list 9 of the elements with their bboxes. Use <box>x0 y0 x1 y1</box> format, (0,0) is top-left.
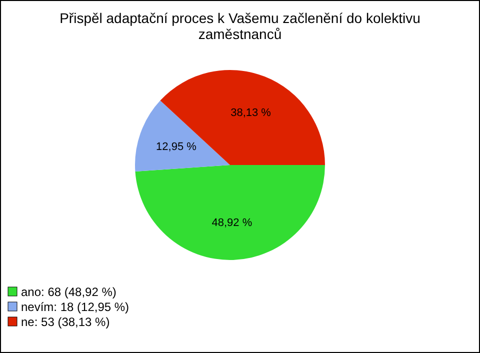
chart-title: Přispěl adaptační proces k Vašemu začlenění do kolektivu zaměstnanců <box>60 10 420 42</box>
data-label: 38,13 % <box>230 106 272 119</box>
data-label: 48,92 % <box>212 216 252 229</box>
pie-slice <box>135 100 230 172</box>
pie-slice <box>135 165 325 260</box>
legend-label: ne: 53 (38,13 %) <box>21 315 110 329</box>
data-label: 12,95 % <box>156 141 197 154</box>
legend-label: nevím: 18 (12,95 %) <box>21 300 130 314</box>
legend-label: ano: 68 (48,92 %) <box>21 285 116 299</box>
